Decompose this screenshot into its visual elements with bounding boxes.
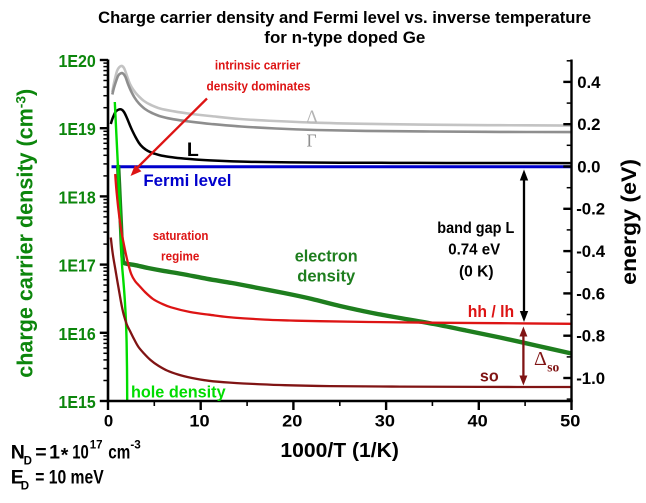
svg-text:L: L	[187, 139, 199, 161]
svg-text:Δ: Δ	[534, 348, 547, 370]
svg-text:1E19: 1E19	[59, 119, 96, 139]
svg-text:so: so	[547, 360, 559, 375]
svg-text:1E16: 1E16	[59, 324, 96, 344]
svg-text:0.0: 0.0	[577, 157, 600, 176]
svg-text:so: so	[480, 367, 499, 385]
svg-text:ED= 10 meV: ED = 10 meV	[11, 467, 104, 493]
svg-text:1E15: 1E15	[59, 392, 96, 412]
svg-text:Δ: Δ	[306, 107, 317, 127]
svg-text:20: 20	[282, 412, 302, 431]
svg-text:50: 50	[560, 412, 580, 431]
svg-text:0.4: 0.4	[577, 73, 601, 92]
svg-text:energy (eV): energy (eV)	[618, 159, 641, 285]
svg-text:10: 10	[189, 412, 209, 431]
svg-text:charge carrier density (cm-3): charge carrier density (cm-3)	[12, 89, 37, 378]
svg-text:intrinsic carrier: intrinsic carrier	[215, 59, 300, 73]
svg-text:30: 30	[375, 412, 395, 431]
svg-text:0: 0	[104, 412, 113, 431]
svg-text:-1.0: -1.0	[576, 369, 605, 388]
svg-text:for n-type doped Ge: for n-type doped Ge	[264, 29, 425, 47]
svg-text:hole density: hole density	[131, 383, 226, 401]
svg-text:band gap L: band gap L	[437, 220, 514, 237]
svg-text:(0 K): (0 K)	[459, 264, 494, 281]
svg-text:density dominates: density dominates	[207, 80, 311, 94]
svg-text:1000/T (1/K): 1000/T (1/K)	[280, 440, 399, 462]
svg-text:hh / lh: hh / lh	[468, 303, 514, 321]
svg-text:saturation: saturation	[153, 228, 209, 243]
svg-text:1E18: 1E18	[59, 187, 96, 207]
svg-text:density: density	[297, 267, 355, 286]
svg-text:-0.4: -0.4	[576, 242, 606, 261]
svg-text:1E20: 1E20	[59, 51, 96, 71]
svg-text:Γ: Γ	[306, 131, 316, 151]
svg-text:regime: regime	[161, 248, 199, 263]
svg-text:0.74 eV: 0.74 eV	[448, 241, 500, 258]
svg-text:-0.8: -0.8	[576, 327, 605, 346]
svg-text:40: 40	[468, 412, 488, 431]
svg-text:0.2: 0.2	[577, 115, 600, 134]
svg-text:Charge carrier density and Fer: Charge carrier density and Fermi level v…	[98, 9, 591, 27]
svg-text:electron: electron	[295, 246, 358, 265]
svg-text:-0.2: -0.2	[576, 200, 605, 219]
svg-text:-0.6: -0.6	[576, 284, 605, 303]
svg-text:Fermi level: Fermi level	[143, 171, 231, 190]
svg-text:1E17: 1E17	[59, 256, 96, 276]
